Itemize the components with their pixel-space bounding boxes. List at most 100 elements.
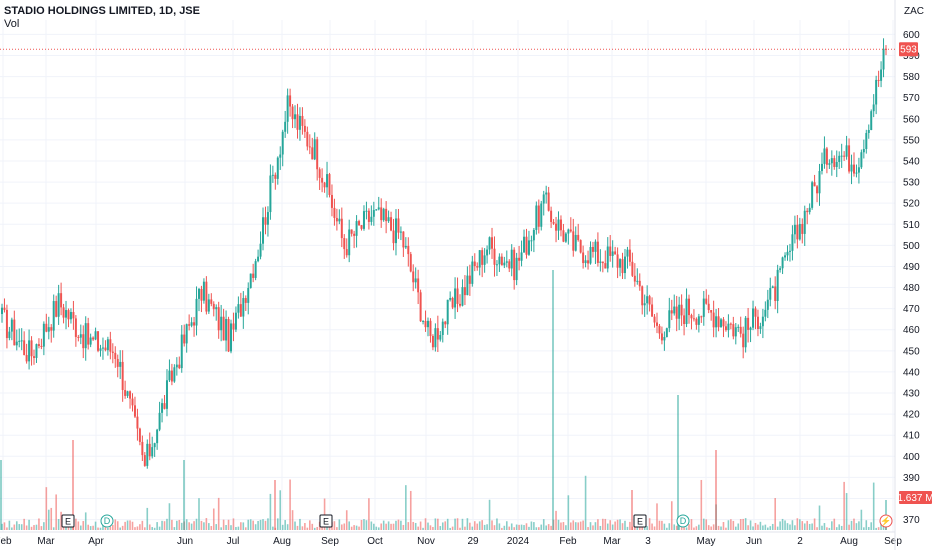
y-tick-label: 550 (903, 135, 920, 146)
volume-bar (222, 519, 225, 530)
volume-bar (505, 521, 508, 530)
candle-body (527, 240, 530, 255)
candle-body (843, 155, 846, 157)
candle-body (779, 268, 782, 270)
volume-bar (102, 524, 104, 530)
dividend-marker-icon[interactable] (676, 514, 690, 528)
volume-bar (242, 522, 245, 530)
volume-bar (301, 526, 304, 530)
candle-body (786, 251, 789, 256)
y-tick-label: 540 (903, 156, 920, 167)
volume-bar (382, 520, 385, 530)
candle-body (705, 298, 708, 304)
volume-spike (552, 270, 554, 530)
volume-bar (87, 524, 89, 530)
volume-bar (717, 525, 720, 530)
candle-body (367, 210, 370, 222)
candle-body (197, 288, 200, 299)
volume-bar (15, 521, 18, 530)
volume-bar (508, 526, 511, 530)
candle-body (244, 298, 247, 303)
volume-bar (853, 518, 855, 530)
volume-bar (185, 519, 188, 530)
candle-body (426, 320, 429, 328)
x-tick-label: Feb (559, 536, 577, 547)
volume-bar (144, 527, 146, 530)
candle-body (860, 152, 863, 168)
candle-body (23, 340, 26, 356)
x-tick-label: Mar (603, 536, 621, 547)
candle-body (77, 336, 80, 338)
x-tick-label: Jul (227, 536, 240, 547)
volume-bar (796, 518, 799, 530)
volume-bar (693, 527, 695, 530)
volume-bar (173, 527, 176, 530)
candle-body (601, 261, 604, 264)
candle-body (468, 275, 471, 284)
candle-body (466, 275, 469, 296)
volume-bar (762, 525, 764, 530)
earnings-marker-icon[interactable] (61, 514, 75, 528)
candle-body (732, 324, 735, 337)
volume-bar (498, 523, 501, 530)
candle-body (33, 356, 36, 358)
candle-body (370, 216, 373, 222)
volume-bar (417, 526, 419, 530)
candle-body (564, 233, 567, 242)
volume-bar (653, 526, 656, 530)
volume-bar (304, 523, 306, 530)
candle-body (412, 271, 415, 283)
candle-body (419, 292, 422, 322)
volume-bar (380, 523, 383, 530)
candle-body (776, 269, 779, 301)
candle-body (862, 148, 865, 153)
candle-body (798, 223, 801, 240)
candle-body (446, 299, 449, 325)
volume-bar (424, 518, 427, 530)
candle-body (766, 299, 769, 310)
x-tick-label: 3 (645, 536, 651, 547)
volume-bar (212, 508, 215, 530)
candle-body (316, 139, 319, 170)
candle-body (294, 114, 297, 120)
volume-bar (180, 522, 183, 530)
candle-body (72, 312, 75, 319)
candle-body (212, 303, 215, 310)
y-tick-label: 490 (903, 262, 920, 273)
volume-bar (171, 519, 173, 530)
earnings-marker-icon[interactable] (319, 514, 333, 528)
candle-body (715, 316, 718, 328)
volume-bar (200, 520, 203, 530)
volume-bar (360, 519, 363, 530)
candle-body (574, 234, 577, 251)
volume-bar (254, 524, 257, 530)
candle-body (702, 298, 705, 317)
candle-body (633, 275, 636, 282)
candle-body (89, 337, 92, 345)
volume-bar (597, 519, 599, 530)
candle-body (79, 334, 82, 338)
earnings-marker-icon[interactable] (633, 514, 647, 528)
candle-body (658, 325, 661, 334)
candle-body (10, 319, 13, 332)
candle-body (651, 304, 654, 317)
candle-body (382, 208, 385, 221)
split-marker-icon[interactable] (879, 514, 893, 528)
candle-body (35, 344, 38, 358)
y-tick-label: 420 (903, 410, 920, 421)
volume-bar (422, 527, 424, 530)
y-tick-label: 390 (903, 473, 920, 484)
candle-body (180, 334, 183, 369)
candle-body (225, 318, 228, 341)
candle-body (375, 209, 378, 211)
volume-bar (855, 523, 858, 530)
candle-body (505, 261, 508, 263)
volume-bar (33, 525, 35, 530)
volume-bar (427, 522, 429, 530)
dividend-marker-icon[interactable] (100, 514, 114, 528)
candle-body (784, 255, 787, 258)
volume-spike (274, 480, 276, 530)
candle-body (663, 336, 666, 341)
candle-body (399, 231, 402, 233)
